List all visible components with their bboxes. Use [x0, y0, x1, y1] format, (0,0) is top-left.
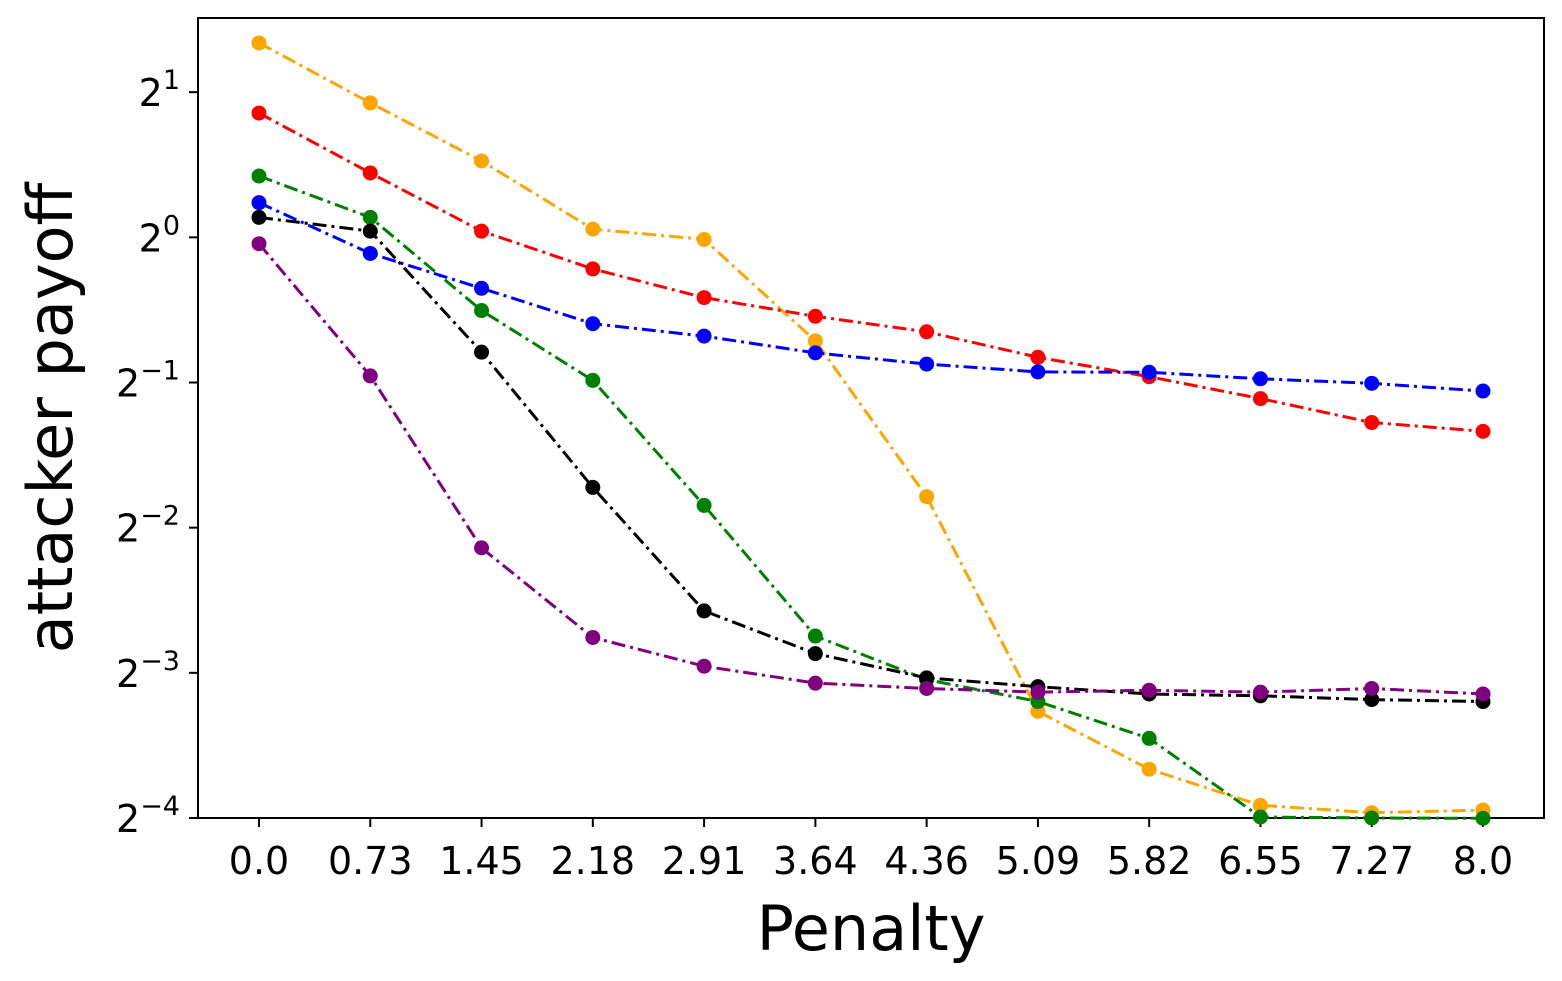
- series-4: [251, 195, 1491, 399]
- data-point: [362, 165, 378, 181]
- data-point: [1475, 383, 1491, 399]
- x-tick-label: 7.27: [1329, 839, 1414, 883]
- data-point: [807, 345, 823, 361]
- data-point: [1030, 364, 1046, 380]
- series-line: [258, 201, 1484, 393]
- data-point: [1252, 684, 1268, 700]
- data-point: [1141, 364, 1157, 380]
- data-point: [585, 316, 601, 332]
- series-2: [251, 105, 1491, 439]
- data-point: [807, 628, 823, 644]
- data-point: [696, 603, 712, 619]
- data-point: [919, 489, 935, 505]
- data-point: [1475, 686, 1491, 702]
- data-point: [251, 236, 267, 252]
- data-point: [585, 629, 601, 645]
- x-tick-label: 0.0: [229, 839, 289, 883]
- x-tick-label: 6.55: [1218, 839, 1303, 883]
- y-tick-label: 20: [139, 210, 180, 260]
- y-tick-label: 2−2: [116, 501, 180, 551]
- data-point: [474, 280, 490, 296]
- x-axis: 0.0 0.73 1.45 2.18 2.91 3.64 4.36 5.09 5.82 6.55 7…: [229, 818, 1513, 883]
- data-point: [1252, 809, 1268, 825]
- series-line: [258, 41, 1484, 815]
- data-point: [919, 324, 935, 340]
- data-point: [696, 290, 712, 306]
- data-point: [251, 105, 267, 121]
- x-tick-label: 8.0: [1453, 839, 1513, 883]
- x-tick-label: 2.18: [551, 839, 636, 883]
- data-point: [585, 261, 601, 277]
- data-point: [362, 209, 378, 225]
- data-point: [1141, 730, 1157, 746]
- data-point: [807, 675, 823, 691]
- series-line: [258, 215, 1484, 703]
- data-point: [919, 356, 935, 372]
- data-point: [696, 497, 712, 513]
- data-point: [696, 328, 712, 344]
- data-point: [1364, 415, 1380, 431]
- series-line: [258, 111, 1484, 433]
- data-point: [362, 245, 378, 261]
- y-tick-label: 2−1: [116, 356, 180, 406]
- data-point: [1475, 810, 1491, 826]
- data-point: [1252, 371, 1268, 387]
- data-point: [1364, 680, 1380, 696]
- data-point: [1141, 682, 1157, 698]
- data-point: [474, 223, 490, 239]
- data-point: [251, 35, 267, 51]
- x-tick-label: 2.91: [662, 839, 747, 883]
- data-point: [474, 153, 490, 169]
- y-tick-label: 2−3: [116, 646, 180, 696]
- series-layer: [251, 35, 1491, 826]
- x-axis-title: Penalty: [757, 892, 986, 965]
- data-point: [1364, 810, 1380, 826]
- data-point: [1030, 684, 1046, 700]
- data-point: [807, 333, 823, 349]
- data-point: [251, 168, 267, 184]
- data-point: [474, 303, 490, 319]
- data-point: [1030, 349, 1046, 365]
- series-line: [257, 242, 1484, 696]
- data-point: [696, 231, 712, 247]
- data-point: [362, 95, 378, 111]
- data-point: [474, 540, 490, 556]
- y-tick-label: 2−4: [116, 791, 180, 841]
- x-tick-label: 5.82: [1107, 839, 1192, 883]
- data-point: [1252, 797, 1268, 813]
- y-tick-label: 21: [139, 65, 180, 115]
- series-line: [258, 174, 1484, 820]
- data-point: [807, 646, 823, 662]
- x-tick-label: 3.64: [773, 839, 858, 883]
- data-point: [362, 223, 378, 239]
- data-point: [251, 195, 267, 211]
- x-tick-label: 4.36: [884, 839, 969, 883]
- series-6: [251, 236, 1491, 702]
- data-point: [696, 658, 712, 674]
- x-tick-label: 0.73: [328, 839, 413, 883]
- data-point: [585, 479, 601, 495]
- data-point: [362, 368, 378, 384]
- x-tick-label: 5.09: [996, 839, 1081, 883]
- data-point: [585, 372, 601, 388]
- data-point: [1364, 692, 1380, 708]
- y-axis-title: attacker payoff: [14, 182, 87, 654]
- data-point: [919, 670, 935, 686]
- y-axis: 21 20 2−1 2−2 2−3 2−4: [116, 65, 198, 841]
- data-point: [251, 209, 267, 225]
- x-tick-label: 1.45: [439, 839, 524, 883]
- data-point: [807, 308, 823, 324]
- data-point: [1141, 761, 1157, 777]
- data-point: [1252, 391, 1268, 407]
- data-point: [585, 221, 601, 237]
- data-point: [1475, 423, 1491, 439]
- data-point: [919, 680, 935, 696]
- data-point: [1364, 375, 1380, 391]
- data-point: [474, 344, 490, 360]
